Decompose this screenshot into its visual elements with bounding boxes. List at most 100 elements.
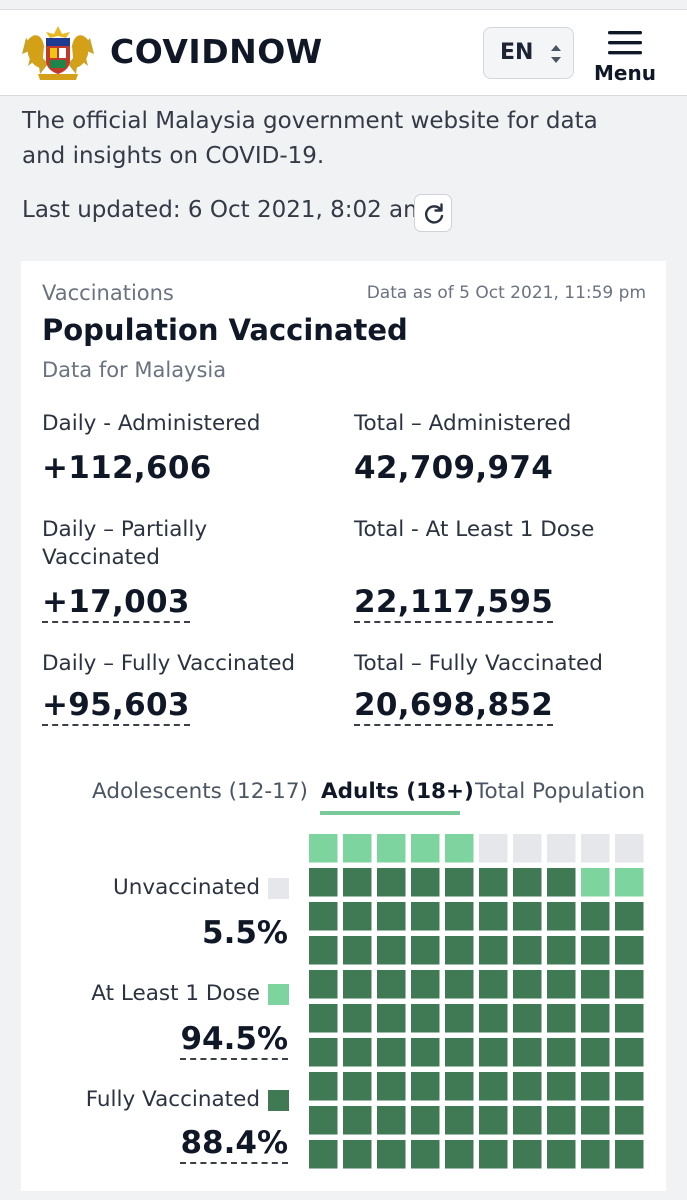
vaccination-waffle-chart (309, 834, 649, 1172)
tab-adolescents[interactable]: Adolescents (12-17) (92, 779, 308, 804)
card-subtitle: Data for Malaysia (42, 358, 227, 382)
waffle-cell-fully-vaccinated (479, 1004, 508, 1033)
legend-unvaccinated-swatch (268, 878, 289, 899)
waffle-cell-fully-vaccinated (479, 902, 508, 931)
waffle-cell-fully-vaccinated (343, 936, 372, 965)
menu-button[interactable]: Menu (592, 28, 658, 90)
select-arrows-icon (551, 45, 561, 63)
waffle-cell-partial (581, 868, 610, 897)
waffle-cell-fully-vaccinated (411, 868, 440, 897)
legend-full-label: Fully Vaccinated (85, 1087, 260, 1112)
waffle-cell-fully-vaccinated (309, 1038, 338, 1067)
brand-name[interactable]: COVIDNOW (110, 32, 323, 71)
waffle-cell-fully-vaccinated (513, 868, 542, 897)
daily-full-value[interactable]: +95,603 (42, 687, 190, 726)
daily-full-label: Daily – Fully Vaccinated (42, 651, 296, 676)
refresh-button[interactable] (414, 194, 452, 232)
waffle-cell-fully-vaccinated (479, 936, 508, 965)
tab-total-population[interactable]: Total Population (475, 779, 646, 804)
waffle-cell-unvaccinated (581, 834, 610, 863)
daily-partial-value[interactable]: +17,003 (42, 584, 190, 623)
waffle-cell-fully-vaccinated (343, 1004, 372, 1033)
waffle-cell-fully-vaccinated (513, 936, 542, 965)
site-description: The official Malaysia government website… (22, 108, 598, 169)
legend-dose1-label: At Least 1 Dose (91, 981, 260, 1006)
waffle-cell-fully-vaccinated (343, 1038, 372, 1067)
waffle-cell-fully-vaccinated (309, 970, 338, 999)
waffle-cell-fully-vaccinated (615, 1038, 644, 1067)
waffle-cell-fully-vaccinated (343, 1072, 372, 1101)
waffle-cell-fully-vaccinated (547, 902, 576, 931)
waffle-cell-fully-vaccinated (411, 970, 440, 999)
daily-partial-label-line2: Vaccinated (42, 545, 160, 570)
waffle-cell-fully-vaccinated (615, 970, 644, 999)
waffle-cell-fully-vaccinated (377, 902, 406, 931)
waffle-cell-fully-vaccinated (547, 1004, 576, 1033)
waffle-cell-unvaccinated (479, 834, 508, 863)
waffle-cell-partial (377, 834, 406, 863)
legend-dose1-value[interactable]: 94.5% (180, 1021, 288, 1060)
refresh-icon (424, 203, 444, 224)
waffle-cell-fully-vaccinated (445, 902, 474, 931)
waffle-cell-fully-vaccinated (309, 936, 338, 965)
legend-unvaccinated-label: Unvaccinated (113, 875, 260, 900)
total-dose1-value[interactable]: 22,117,595 (354, 584, 554, 623)
population-tabs: Adolescents (12-17) Adults (18+) Total P… (21, 779, 666, 819)
waffle-cell-fully-vaccinated (479, 1072, 508, 1101)
malaysia-coat-of-arms-logo[interactable] (20, 24, 96, 82)
daily-administered-value: +112,606 (42, 450, 212, 486)
waffle-cell-fully-vaccinated (513, 970, 542, 999)
top-strip (0, 0, 687, 10)
waffle-cell-fully-vaccinated (581, 902, 610, 931)
waffle-cell-fully-vaccinated (377, 970, 406, 999)
vaccination-card: Vaccinations Data as of 5 Oct 2021, 11:5… (21, 261, 666, 1191)
waffle-cell-fully-vaccinated (581, 1072, 610, 1101)
waffle-cell-fully-vaccinated (615, 1140, 644, 1169)
waffle-cell-fully-vaccinated (513, 1004, 542, 1033)
waffle-cell-fully-vaccinated (309, 868, 338, 897)
waffle-cell-fully-vaccinated (445, 936, 474, 965)
waffle-cell-fully-vaccinated (445, 1038, 474, 1067)
waffle-cell-fully-vaccinated (309, 1106, 338, 1135)
waffle-cell-fully-vaccinated (377, 868, 406, 897)
legend-unvaccinated-value: 5.5% (202, 915, 288, 951)
data-as-of: Data as of 5 Oct 2021, 11:59 pm (366, 283, 646, 303)
waffle-cell-unvaccinated (547, 834, 576, 863)
waffle-cell-fully-vaccinated (513, 1106, 542, 1135)
daily-administered-label: Daily - Administered (42, 411, 261, 436)
total-full-value[interactable]: 20,698,852 (354, 687, 554, 726)
waffle-cell-fully-vaccinated (479, 868, 508, 897)
waffle-cell-fully-vaccinated (479, 1038, 508, 1067)
legend-full-value[interactable]: 88.4% (180, 1125, 288, 1164)
waffle-cell-fully-vaccinated (547, 868, 576, 897)
waffle-cell-fully-vaccinated (445, 868, 474, 897)
waffle-cell-fully-vaccinated (547, 1072, 576, 1101)
waffle-cell-fully-vaccinated (479, 1106, 508, 1135)
hamburger-icon (608, 31, 642, 55)
waffle-cell-fully-vaccinated (377, 1004, 406, 1033)
waffle-cell-fully-vaccinated (581, 1004, 610, 1033)
waffle-cell-unvaccinated (513, 834, 542, 863)
waffle-cell-fully-vaccinated (445, 1106, 474, 1135)
language-select[interactable]: EN (483, 27, 574, 79)
site-header: COVIDNOW EN Menu (0, 10, 687, 96)
waffle-cell-fully-vaccinated (343, 970, 372, 999)
waffle-cell-fully-vaccinated (547, 970, 576, 999)
waffle-cell-fully-vaccinated (547, 1140, 576, 1169)
daily-partial-label-line1: Daily – Partially (42, 517, 208, 542)
total-administered-label: Total – Administered (354, 411, 572, 436)
waffle-cell-fully-vaccinated (343, 1140, 372, 1169)
card-title: Population Vaccinated (42, 313, 408, 347)
waffle-svg (309, 834, 644, 1169)
waffle-cell-fully-vaccinated (479, 970, 508, 999)
waffle-cell-fully-vaccinated (479, 1140, 508, 1169)
waffle-cell-fully-vaccinated (513, 1072, 542, 1101)
waffle-cell-fully-vaccinated (513, 902, 542, 931)
waffle-cell-fully-vaccinated (309, 1004, 338, 1033)
waffle-cell-fully-vaccinated (547, 1106, 576, 1135)
legend-full-swatch (268, 1090, 289, 1111)
waffle-cell-fully-vaccinated (445, 970, 474, 999)
waffle-cell-partial (343, 834, 372, 863)
waffle-cell-fully-vaccinated (411, 936, 440, 965)
tab-adults[interactable]: Adults (18+) (321, 779, 474, 804)
